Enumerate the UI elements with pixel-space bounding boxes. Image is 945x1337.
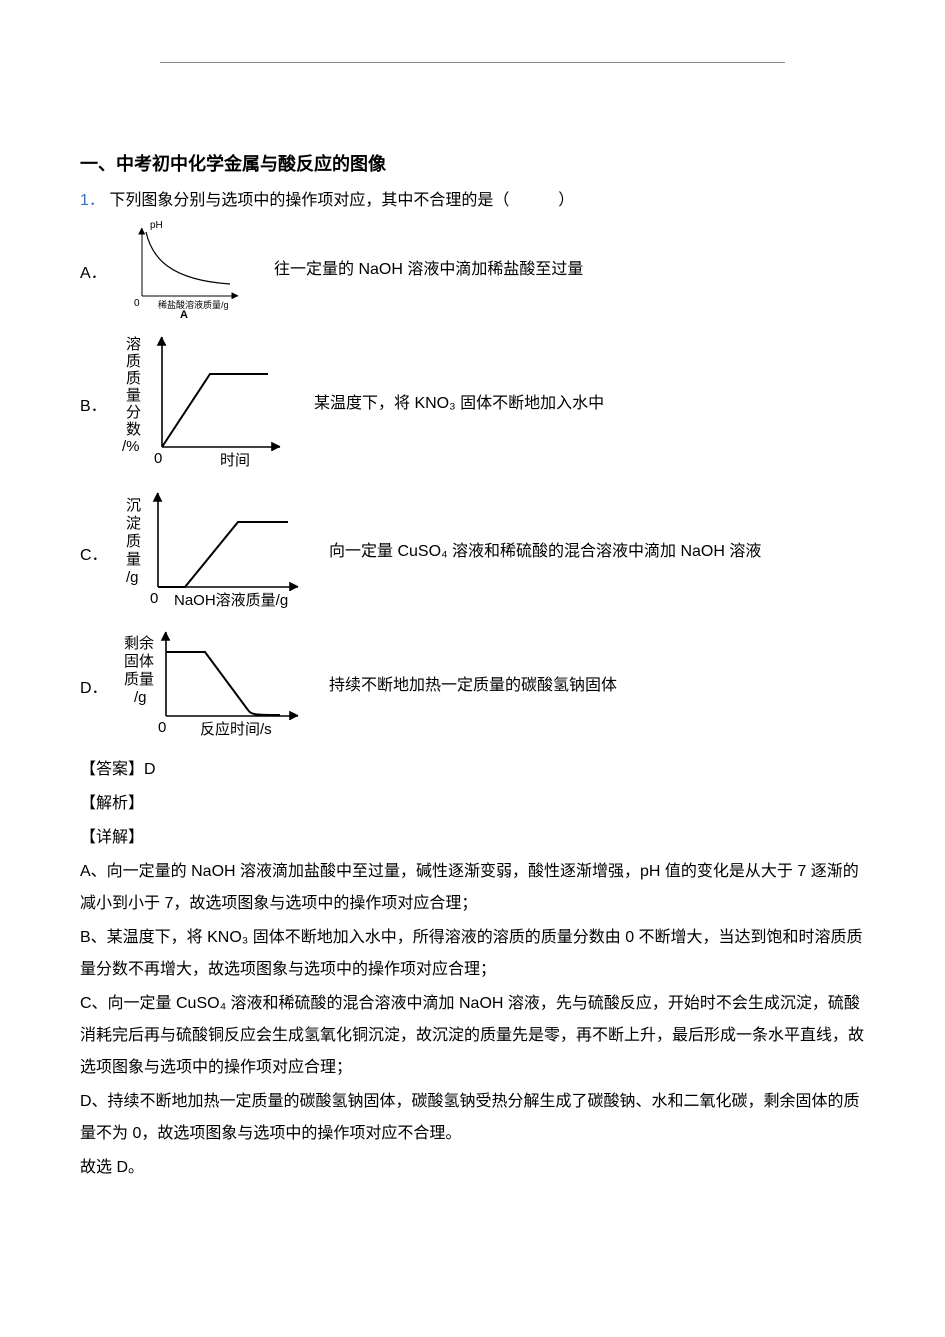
option-d-graph: 剩余 固体 质量 /g 0 反应时间/s (120, 626, 315, 746)
svg-text:反应时间/s: 反应时间/s (200, 720, 272, 738)
svg-text:A: A (180, 309, 188, 318)
svg-text:pH: pH (150, 220, 163, 231)
option-c-graph: 沉 淀 质 量 /g 0 NaOH溶液质量/g (120, 485, 315, 620)
explanation-c: C、向一定量 CuSO₄ 溶液和稀硫酸的混合溶液中滴加 NaOH 溶液，先与硫酸… (80, 988, 865, 1084)
svg-text:/g: /g (134, 689, 147, 706)
stem-text-after: ） (558, 192, 574, 209)
answer-line: 【答案】D (80, 754, 865, 786)
svg-text:0: 0 (150, 590, 158, 607)
option-b-graph: 溶 质 质 量 分 数 /% 0 时间 (120, 329, 300, 479)
svg-text:0: 0 (154, 450, 162, 467)
answer-value: D (144, 761, 156, 778)
xiangjie-line: 【详解】 (80, 822, 865, 854)
option-b-label: B． (80, 392, 106, 416)
option-a-graph: pH 0 稀盐酸溶液质量/g A (120, 218, 260, 323)
option-b-row: B． 溶 质 质 量 分 数 /% 0 时间 某温度下，将 (80, 329, 865, 479)
option-a-label: A． (80, 259, 106, 283)
svg-text:NaOH溶液质量/g: NaOH溶液质量/g (174, 592, 288, 609)
svg-text:质: 质 (126, 533, 141, 550)
option-d-label: D． (80, 674, 106, 698)
explanation-a: A、向一定量的 NaOH 溶液滴加盐酸中至过量，碱性逐渐变弱，酸性逐渐增强，pH… (80, 856, 865, 920)
answer-block: 【答案】D 【解析】 【详解】 A、向一定量的 NaOH 溶液滴加盐酸中至过量，… (80, 754, 865, 1184)
explanation-d: D、持续不断地加热一定质量的碳酸氢钠固体，碳酸氢钠受热分解生成了碳酸钠、水和二氧… (80, 1086, 865, 1150)
top-horizontal-rule (160, 62, 785, 63)
option-b-desc: 某温度下，将 KNO₃ 固体不断地加入水中 (314, 389, 604, 419)
option-a-row: A． pH 0 稀盐酸溶液质量/g A 往一定量的 NaOH 溶液中滴加稀盐酸至… (80, 218, 865, 323)
svg-text:/%: /% (122, 438, 140, 455)
svg-text:量: 量 (126, 551, 141, 568)
section-heading: 一、中考初中化学金属与酸反应的图像 (80, 150, 865, 176)
svg-text:数: 数 (126, 421, 141, 438)
svg-text:时间: 时间 (220, 452, 250, 469)
option-d-desc: 持续不断地加热一定质量的碳酸氢钠固体 (329, 671, 617, 701)
option-a-desc: 往一定量的 NaOH 溶液中滴加稀盐酸至过量 (274, 255, 583, 285)
svg-text:/g: /g (126, 569, 139, 586)
option-d-row: D． 剩余 固体 质量 /g 0 反应时间/s 持续不断地加热一定质量的碳酸氢钠… (80, 626, 865, 746)
option-c-row: C． 沉 淀 质 量 /g 0 NaOH溶液质量/g 向一定量 CuSO₄ 溶液… (80, 485, 865, 620)
answer-label: 【答案】 (80, 761, 144, 778)
question-stem: 1． 下列图象分别与选项中的操作项对应，其中不合理的是（ ） (80, 186, 865, 210)
explanation-final: 故选 D。 (80, 1152, 865, 1184)
svg-text:固体: 固体 (124, 653, 154, 670)
jiexi-line: 【解析】 (80, 788, 865, 820)
svg-text:分: 分 (126, 404, 141, 421)
svg-text:质量: 质量 (124, 671, 154, 688)
svg-text:沉: 沉 (126, 497, 141, 514)
svg-text:0: 0 (134, 298, 140, 309)
svg-text:量: 量 (126, 387, 141, 404)
explanation-b: B、某温度下，将 KNO₃ 固体不断地加入水中，所得溶液的溶质的质量分数由 0 … (80, 922, 865, 986)
svg-text:质: 质 (126, 370, 141, 387)
option-c-label: C． (80, 541, 106, 565)
svg-text:剩余: 剩余 (124, 634, 154, 652)
svg-text:淀: 淀 (126, 515, 141, 532)
svg-text:0: 0 (158, 719, 166, 736)
document-body: 一、中考初中化学金属与酸反应的图像 1． 下列图象分别与选项中的操作项对应，其中… (80, 150, 865, 1184)
option-c-desc: 向一定量 CuSO₄ 溶液和稀硫酸的混合溶液中滴加 NaOH 溶液 (329, 537, 761, 567)
stem-text-before: 下列图象分别与选项中的操作项对应，其中不合理的是（ (109, 192, 509, 209)
svg-text:质: 质 (126, 353, 141, 370)
question-number: 1． (80, 192, 105, 209)
svg-text:稀盐酸溶液质量/g: 稀盐酸溶液质量/g (158, 299, 229, 310)
svg-text:溶: 溶 (126, 336, 141, 353)
